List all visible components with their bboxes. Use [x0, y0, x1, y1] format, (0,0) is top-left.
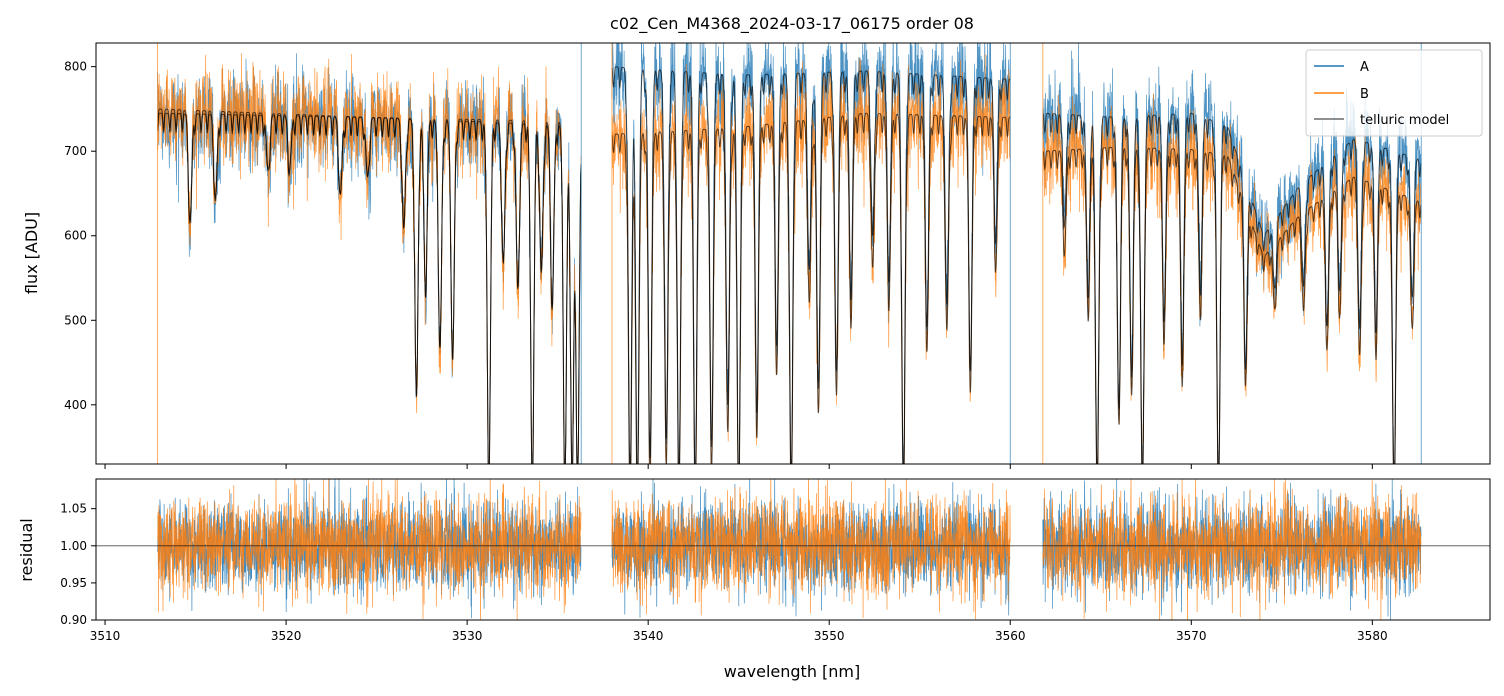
flux-panel: 400 500 600 700 800 flux [ADU] A B telluric … [22, 42, 1491, 469]
series-b-line [157, 53, 582, 464]
y-tick-label: 1.00 [60, 539, 87, 553]
y-tick-label: 800 [64, 60, 87, 74]
legend-label-a: A [1360, 60, 1369, 75]
y-tick-label: 0.95 [60, 576, 87, 590]
residual-series-group [157, 479, 1422, 620]
telluric-model-b-line [1042, 146, 1422, 464]
flux-y-ticks: 400 500 600 700 800 [64, 60, 96, 412]
x-tick-label: 3540 [633, 629, 664, 643]
residual-y-ticks: 0.90 0.95 1.00 1.05 [60, 502, 96, 627]
y-tick-label: 500 [64, 313, 87, 327]
x-tick-label: 3510 [90, 629, 121, 643]
flux-axes-frame [95, 42, 1491, 465]
y-tick-label: 0.90 [60, 613, 87, 627]
x-tick-label: 3530 [452, 629, 483, 643]
legend-box [1305, 49, 1483, 137]
flux-x-ticks [104, 464, 1373, 469]
residual-y-axis-label: residual [17, 518, 36, 581]
residual-b-line [1042, 479, 1422, 620]
x-tick-label: 3580 [1357, 629, 1388, 643]
telluric-model-b-line [611, 112, 1011, 464]
y-tick-label: 700 [64, 144, 87, 158]
telluric-model-b-line [157, 108, 582, 464]
x-tick-label: 3570 [1176, 629, 1207, 643]
y-tick-label: 1.05 [60, 502, 87, 516]
x-tick-label: 3520 [271, 629, 302, 643]
flux-series-group [157, 43, 1422, 464]
residual-b-line [611, 479, 1011, 620]
x-tick-label: 3560 [995, 629, 1026, 643]
legend-label-model: telluric model [1360, 113, 1449, 128]
legend-label-b: B [1360, 87, 1369, 102]
legend: A B telluric model [1305, 49, 1483, 137]
chart-title: c02_Cen_M4368_2024-03-17_06175 order 08 [610, 14, 974, 34]
y-tick-label: 600 [64, 229, 87, 243]
x-tick-label: 3550 [814, 629, 845, 643]
residual-b-line [157, 479, 582, 620]
residual-x-ticks: 3510 3520 3530 3540 3550 3560 3570 3580 [90, 620, 1388, 643]
x-axis-label: wavelength [nm] [724, 662, 861, 681]
flux-y-axis-label: flux [ADU] [22, 212, 41, 294]
y-tick-label: 400 [64, 398, 87, 412]
residual-panel: 0.90 0.95 1.00 1.05 3510 3520 3530 3540 3550 356… [17, 478, 1491, 681]
residual-axes-frame [95, 478, 1491, 621]
telluric-model-a-line [1042, 112, 1422, 464]
